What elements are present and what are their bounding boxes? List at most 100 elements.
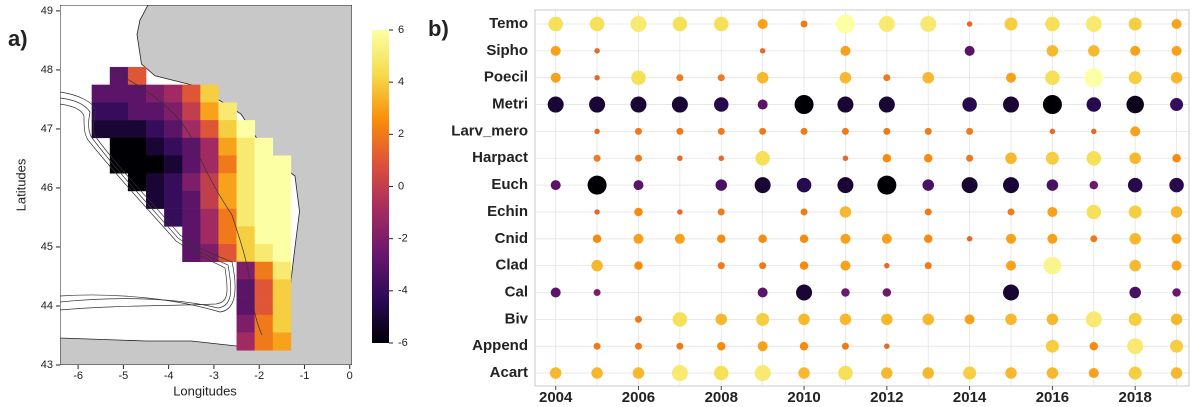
bubble bbox=[1003, 96, 1020, 113]
bubble bbox=[796, 284, 813, 301]
isobaths bbox=[60, 69, 263, 336]
category-label: Larv_mero bbox=[451, 122, 528, 139]
category-label: Harpact bbox=[472, 149, 528, 166]
y-tick-label: 49 bbox=[41, 5, 53, 17]
heat-cell bbox=[91, 102, 111, 121]
bubble bbox=[717, 262, 725, 270]
heat-cell bbox=[272, 226, 292, 245]
bubble bbox=[964, 45, 975, 56]
bubble bbox=[718, 155, 725, 161]
bubble bbox=[1089, 341, 1099, 351]
bubble bbox=[1171, 260, 1182, 271]
heat-cell bbox=[272, 314, 292, 333]
bubble bbox=[798, 313, 810, 326]
bubble bbox=[1128, 71, 1142, 85]
bubble bbox=[800, 208, 808, 216]
heat-cell bbox=[200, 190, 219, 209]
bubble bbox=[1007, 208, 1015, 216]
x-tick-label: -4 bbox=[164, 370, 174, 382]
heat-cell bbox=[236, 244, 255, 263]
bubble bbox=[1046, 313, 1059, 326]
bubble bbox=[759, 262, 767, 270]
bubble bbox=[1170, 71, 1183, 84]
heat-cell bbox=[127, 155, 147, 174]
bubble bbox=[589, 16, 605, 32]
bubble bbox=[676, 342, 684, 350]
bubble bbox=[924, 208, 932, 216]
x-tick-label: -6 bbox=[73, 370, 83, 382]
bubble bbox=[594, 74, 600, 81]
bubble bbox=[877, 175, 897, 195]
heat-cell bbox=[254, 314, 274, 333]
colorbar-tick-label: 4 bbox=[398, 76, 404, 88]
bubble bbox=[799, 261, 809, 270]
heat-cell bbox=[200, 137, 219, 156]
heat-cell bbox=[164, 173, 183, 192]
bubble bbox=[841, 342, 849, 350]
bubble bbox=[882, 154, 892, 163]
bubble bbox=[842, 155, 849, 161]
heat-cell bbox=[236, 190, 255, 209]
bubble bbox=[1172, 154, 1181, 163]
heat-cell bbox=[109, 66, 129, 85]
category-label: Temo bbox=[489, 15, 528, 32]
bubble bbox=[1128, 312, 1142, 326]
heat-cell bbox=[254, 332, 274, 351]
bubble bbox=[1006, 72, 1017, 83]
heat-cell bbox=[127, 102, 147, 121]
bubble bbox=[1170, 367, 1183, 379]
bubble bbox=[1042, 95, 1062, 115]
heat-cell bbox=[164, 84, 183, 103]
heat-cell bbox=[109, 120, 129, 139]
bubble bbox=[839, 313, 852, 326]
heat-cell bbox=[236, 155, 255, 174]
bubble bbox=[881, 367, 893, 379]
bubble bbox=[1127, 177, 1143, 193]
heat-cell bbox=[200, 173, 219, 192]
bubble bbox=[1171, 233, 1182, 244]
bubble bbox=[591, 367, 603, 379]
bubble bbox=[1169, 177, 1184, 193]
bubble bbox=[672, 312, 688, 327]
heat-cell bbox=[254, 173, 274, 192]
heat-cell bbox=[109, 137, 129, 156]
bubble bbox=[677, 155, 683, 161]
bubble bbox=[1084, 68, 1104, 88]
x-tick-label: 2008 bbox=[705, 389, 738, 406]
bubble bbox=[634, 154, 642, 162]
bubble bbox=[1045, 70, 1060, 85]
bubble bbox=[1086, 97, 1102, 112]
x-tick-label: -1 bbox=[300, 370, 310, 382]
heat-cell bbox=[236, 261, 255, 280]
heat-cell bbox=[200, 120, 219, 139]
heat-cell bbox=[218, 190, 237, 209]
bubble bbox=[672, 16, 688, 32]
bubble bbox=[964, 314, 975, 325]
bubble bbox=[594, 48, 600, 54]
heat-cell bbox=[182, 155, 201, 174]
bubble bbox=[592, 234, 602, 244]
x-tick-label: 2012 bbox=[870, 389, 903, 406]
bubble bbox=[714, 365, 729, 381]
colorbar-tick-label: -4 bbox=[398, 285, 408, 297]
bubble bbox=[677, 209, 683, 215]
heat-cell bbox=[236, 173, 255, 192]
heat-cell bbox=[218, 137, 237, 156]
heat-cell bbox=[182, 190, 201, 209]
x-tick-label: 2004 bbox=[539, 389, 573, 406]
bubble bbox=[1046, 45, 1059, 57]
bubble bbox=[1130, 126, 1141, 137]
bubble bbox=[757, 341, 768, 352]
bubble bbox=[840, 45, 851, 56]
bubble bbox=[593, 154, 601, 162]
bubble bbox=[1129, 286, 1141, 299]
heat-cell bbox=[218, 208, 237, 227]
bubble bbox=[676, 74, 684, 82]
bubble bbox=[550, 72, 561, 83]
bubble bbox=[758, 234, 767, 244]
heat-cell bbox=[218, 120, 237, 139]
heat-cell bbox=[236, 314, 255, 333]
category-label: Sipho bbox=[486, 42, 528, 59]
bubble bbox=[676, 127, 684, 135]
bubble bbox=[840, 233, 851, 244]
